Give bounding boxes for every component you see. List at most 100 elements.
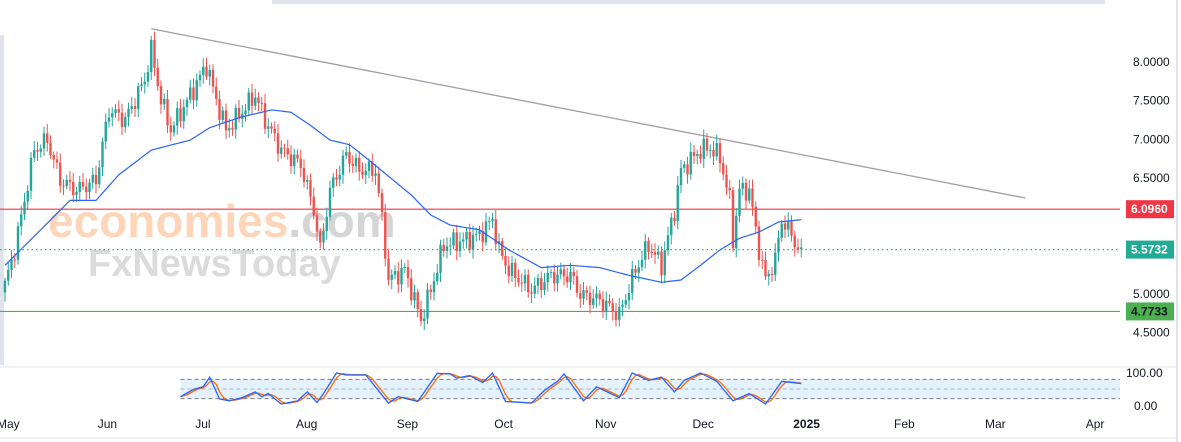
candle-body [608,300,611,304]
candle-body [449,245,452,247]
candle-body [527,274,530,293]
candle-body [481,230,484,243]
candle-body [286,148,289,155]
candle-body [306,180,309,182]
candle-body [595,293,598,299]
candle-body [484,221,488,243]
candle-body [65,179,68,187]
candle-body [390,274,393,280]
candle-body [153,39,156,68]
candle-body [679,167,683,186]
candle-body [712,149,715,157]
candle-body [523,274,527,284]
candle-body [55,159,59,163]
candle-body [332,177,335,188]
stoch-d-line [180,372,802,405]
candle-body [143,81,146,85]
horizontal-levels [0,208,1120,313]
candle-body [189,87,192,100]
candle-body [68,179,72,182]
candle-body [728,187,731,191]
time-axis[interactable]: May Jun Jul Aug Sep Oct Nov Dec 2025 Feb Mar Apr [0,417,1104,431]
candle-body [127,108,130,118]
candle-body [556,274,559,284]
candle-body [546,272,549,283]
candle-body [702,138,705,159]
candle-body [696,153,699,157]
candle-body [208,70,211,77]
candle-body [107,117,111,122]
candle-body [364,170,367,176]
candle-body [709,149,712,151]
candle-body [774,252,777,275]
time-tick: 2025 [793,417,820,431]
candle-body [562,269,566,277]
candle-body [351,163,354,167]
candle-body [650,252,653,254]
candle-body [52,155,55,160]
candle-body [270,126,273,129]
trendline[interactable] [151,28,1026,199]
candle-body [458,241,462,252]
candle-body [202,66,205,75]
candle-body [159,86,163,105]
candle-body [42,133,46,149]
price-badge [1126,200,1174,219]
time-tick: Jul [195,417,210,431]
candle-body [744,183,748,201]
candle-body [725,174,728,188]
candle-body [705,138,709,151]
candle-body [374,173,377,176]
candle-body [410,278,413,301]
candle-body [215,86,218,99]
price-badge-label: 4.7733 [1131,304,1168,318]
candle-body [520,282,523,284]
price-axis[interactable]: 8.0000 7.5000 7.0000 6.5000 5.0000 4.5000 [1133,55,1170,340]
time-tick: Feb [894,417,915,431]
candle-body [468,231,471,250]
candle-body [663,250,666,276]
watermark-economies: economies.com [48,195,396,247]
candle-body [764,260,767,277]
candle-body [338,174,341,180]
candle-body [137,86,140,109]
moving-average [4,109,802,283]
candle-body [228,127,231,131]
candle-body [257,97,260,103]
price-tick: 4.5000 [1133,326,1170,340]
candle-body [273,128,276,134]
candle-body [192,87,195,101]
candle-body [114,109,117,114]
candle-body [293,154,296,167]
candle-body [605,300,608,312]
price-badge-label: 6.0960 [1131,202,1168,216]
candle-body [33,150,36,158]
candle-body [85,186,88,193]
trendline-segment[interactable] [151,28,1026,199]
candle-body [46,133,49,143]
candle-body [731,190,735,249]
candle-body [588,292,592,305]
candle-body [585,290,588,293]
candle-body [16,226,20,260]
candle-body [494,219,497,245]
candle-body [280,147,283,154]
candle-body [715,143,718,157]
candle-body [777,237,780,253]
candle-body [75,191,78,196]
candle-body [49,142,52,156]
candle-body [179,108,182,122]
candle-body [263,103,267,129]
price-badge [1126,240,1174,259]
candle-body [72,181,75,196]
time-tick: May [0,417,20,431]
watermark-fxnewstoday: FxNewsToday [88,243,341,285]
candle-body [432,281,436,293]
stoch-k-line [180,371,802,405]
top-scrollbar[interactable] [272,0,1105,4]
candle-body [507,265,510,277]
candle-body [377,173,380,194]
candle-body [689,151,692,175]
candle-body [653,252,657,255]
